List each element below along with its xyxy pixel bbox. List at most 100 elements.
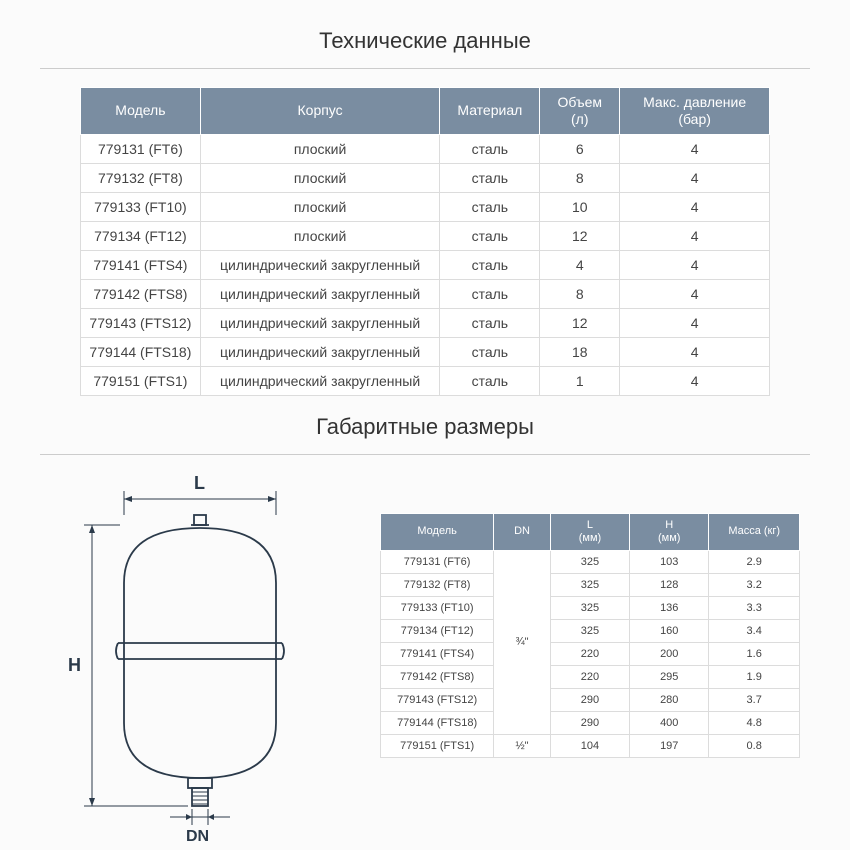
table-cell: сталь [440, 134, 540, 163]
table-cell: 136 [630, 596, 709, 619]
table-cell: 3.4 [709, 619, 800, 642]
divider [40, 68, 810, 69]
table-cell: 6 [540, 134, 620, 163]
table-cell: 4.8 [709, 711, 800, 734]
table-cell: 290 [550, 688, 629, 711]
table-cell: цилиндрический закругленный [200, 337, 440, 366]
dims-title: Габаритные размеры [40, 414, 810, 440]
table-row: 779141 (FTS4)2202001.6 [381, 642, 800, 665]
table-cell: 779143 (FTS12) [81, 308, 201, 337]
table-row: 779143 (FTS12)2902803.7 [381, 688, 800, 711]
table-cell: плоский [200, 192, 440, 221]
table-cell: 220 [550, 642, 629, 665]
table-cell: сталь [440, 221, 540, 250]
label-h: H [68, 655, 81, 675]
table-cell: 4 [540, 250, 620, 279]
dims-table: МодельDNL(мм)H(мм)Масса (кг) 779131 (FT6… [380, 513, 800, 758]
table-cell: 4 [620, 337, 770, 366]
table-cell: 4 [620, 250, 770, 279]
table-row: 779133 (FT10)3251363.3 [381, 596, 800, 619]
table-row: 779141 (FTS4)цилиндрический закругленный… [81, 250, 770, 279]
table-cell: 295 [630, 665, 709, 688]
table-row: 779131 (FT6)¾"3251032.9 [381, 550, 800, 573]
table-row: 779134 (FT12)плоскийсталь124 [81, 221, 770, 250]
table-cell: цилиндрический закругленный [200, 366, 440, 395]
table-cell: 779141 (FTS4) [381, 642, 494, 665]
tank-diagram: L H DN [60, 473, 340, 843]
divider-2 [40, 454, 810, 455]
table-cell: 220 [550, 665, 629, 688]
table-cell: 1.6 [709, 642, 800, 665]
table-cell: 779142 (FTS8) [381, 665, 494, 688]
table-cell: 779144 (FTS18) [381, 711, 494, 734]
table-cell: 3.3 [709, 596, 800, 619]
table-cell: сталь [440, 163, 540, 192]
table-cell: 12 [540, 221, 620, 250]
table-cell: плоский [200, 221, 440, 250]
table-cell: 104 [550, 734, 629, 757]
table-cell: 128 [630, 573, 709, 596]
label-l: L [194, 473, 205, 493]
table-cell: 8 [540, 163, 620, 192]
table-cell: 1.9 [709, 665, 800, 688]
spec-header: Макс. давление(бар) [620, 88, 770, 135]
spec-header: Модель [81, 88, 201, 135]
table-cell: 0.8 [709, 734, 800, 757]
table-cell: 325 [550, 573, 629, 596]
table-cell: сталь [440, 250, 540, 279]
table-cell: сталь [440, 337, 540, 366]
table-cell: 4 [620, 221, 770, 250]
table-row: 779143 (FTS12)цилиндрический закругленны… [81, 308, 770, 337]
table-row: 779151 (FTS1)цилиндрический закругленный… [81, 366, 770, 395]
table-cell: цилиндрический закругленный [200, 308, 440, 337]
dims-header: H(мм) [630, 513, 709, 550]
table-cell: 4 [620, 366, 770, 395]
table-row: 779142 (FTS8) 2202951.9 [381, 665, 800, 688]
table-row: 779144 (FTS18) 2904004.8 [381, 711, 800, 734]
table-row: 779151 (FTS1)½"1041970.8 [381, 734, 800, 757]
table-cell: сталь [440, 192, 540, 221]
table-cell: 4 [620, 279, 770, 308]
table-cell: 12 [540, 308, 620, 337]
table-cell: сталь [440, 366, 540, 395]
table-row: 779142 (FTS8)цилиндрический закругленный… [81, 279, 770, 308]
table-cell: 779132 (FT8) [381, 573, 494, 596]
table-cell: 779131 (FT6) [81, 134, 201, 163]
dims-header: Модель [381, 513, 494, 550]
table-cell: 325 [550, 550, 629, 573]
table-cell: 779151 (FTS1) [81, 366, 201, 395]
table-cell: 18 [540, 337, 620, 366]
table-cell: 779144 (FTS18) [81, 337, 201, 366]
table-cell: 160 [630, 619, 709, 642]
spec-header: Материал [440, 88, 540, 135]
dn-cell-top: ¾" [494, 550, 551, 734]
table-cell: 8 [540, 279, 620, 308]
table-cell: 400 [630, 711, 709, 734]
table-cell: 779141 (FTS4) [81, 250, 201, 279]
dn-cell-bottom: ½" [494, 734, 551, 757]
dims-header: DN [494, 513, 551, 550]
table-cell: 4 [620, 134, 770, 163]
table-cell: 103 [630, 550, 709, 573]
table-row: 779134 (FT12)3251603.4 [381, 619, 800, 642]
spec-header: Корпус [200, 88, 440, 135]
table-cell: 197 [630, 734, 709, 757]
table-cell: 779132 (FT8) [81, 163, 201, 192]
table-cell: 779134 (FT12) [81, 221, 201, 250]
dims-header: Масса (кг) [709, 513, 800, 550]
table-cell: сталь [440, 308, 540, 337]
table-cell: 10 [540, 192, 620, 221]
table-cell: 2.9 [709, 550, 800, 573]
table-cell: 325 [550, 619, 629, 642]
tech-data-title: Технические данные [40, 28, 810, 54]
table-cell: 4 [620, 192, 770, 221]
spec-table: МодельКорпусМатериалОбъем(л)Макс. давлен… [80, 87, 770, 396]
table-row: 779133 (FT10)плоскийсталь104 [81, 192, 770, 221]
table-cell: 280 [630, 688, 709, 711]
table-cell: 779143 (FTS12) [381, 688, 494, 711]
table-row: 779144 (FTS18)цилиндрический закругленны… [81, 337, 770, 366]
table-cell: 779131 (FT6) [381, 550, 494, 573]
table-cell: 290 [550, 711, 629, 734]
table-cell: 325 [550, 596, 629, 619]
table-cell: 1 [540, 366, 620, 395]
